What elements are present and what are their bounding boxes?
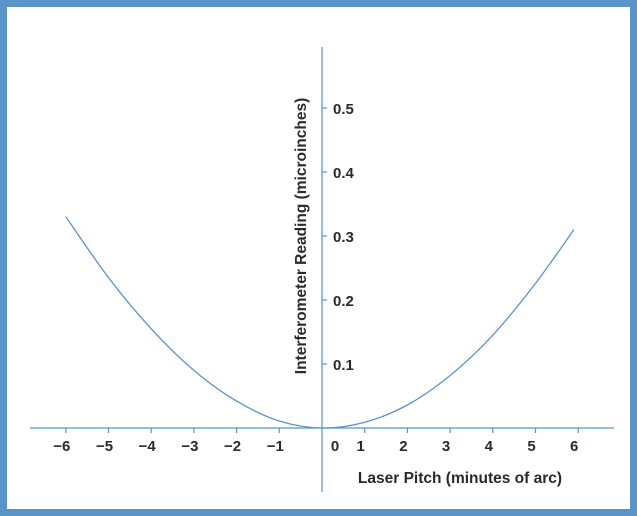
x-tick-label: −5 — [96, 438, 113, 455]
x-tick-label: 5 — [527, 438, 535, 455]
y-tick-label: 0.5 — [333, 101, 354, 118]
x-ticks-group: −6 −5 −4 −3 −2 −1 0 1 2 3 4 5 6 — [53, 428, 579, 455]
x-tick-label: −6 — [53, 438, 70, 455]
y-tick-label: 0.1 — [333, 357, 354, 374]
y-ticks-group: 0.1 0.2 0.3 0.4 0.5 — [322, 101, 355, 374]
x-tick-label: 0 — [331, 438, 339, 455]
x-tick-label: 6 — [570, 438, 578, 455]
x-tick-label: 1 — [357, 438, 365, 455]
x-tick-label: 3 — [442, 438, 450, 455]
y-tick-label: 0.4 — [333, 165, 355, 182]
y-tick-label: 0.2 — [333, 293, 354, 310]
axes-group — [30, 47, 614, 492]
y-axis-title: Interferometer Reading (microinches) — [293, 98, 310, 374]
x-axis-title: Laser Pitch (minutes of arc) — [358, 470, 562, 487]
series-curve — [65, 216, 575, 429]
x-tick-label: 4 — [485, 438, 494, 455]
x-tick-label: −1 — [267, 438, 284, 455]
y-tick-label: 0.3 — [333, 229, 354, 246]
x-tick-label: −2 — [224, 438, 241, 455]
x-tick-label: 2 — [399, 438, 407, 455]
x-tick-label: −3 — [181, 438, 198, 455]
x-tick-label: −4 — [139, 438, 157, 455]
